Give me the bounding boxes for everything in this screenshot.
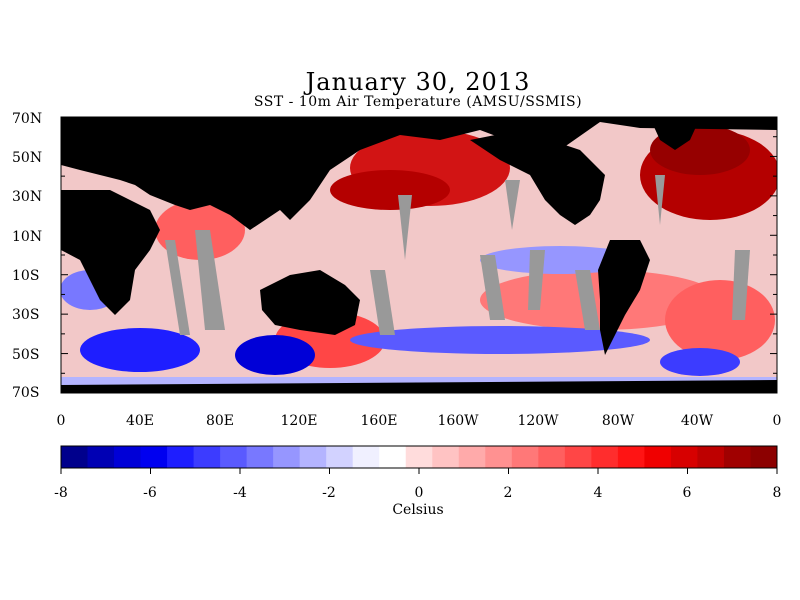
lat-label: 10N (12, 229, 43, 245)
land-eurasia (61, 117, 777, 230)
lon-label: 80E (205, 413, 235, 429)
colorbar-label: -8 (54, 485, 68, 501)
colorbar-swatch (87, 446, 115, 468)
colorbar-ticks (60, 468, 778, 474)
colorbar-swatch (432, 446, 460, 468)
colorbar-label: -6 (143, 485, 157, 501)
colorbar-label: 8 (772, 485, 782, 501)
land-north-america (470, 130, 605, 225)
colorbar (60, 445, 778, 469)
lat-label: 30S (12, 307, 40, 323)
lon-label: 160E (360, 413, 398, 429)
colorbar-swatch (564, 446, 592, 468)
lon-label: 120E (280, 413, 318, 429)
patch-north-pacific-warm-core (330, 170, 450, 210)
map-title: January 30, 2013 (305, 68, 531, 96)
colorbar-swatch (670, 446, 698, 468)
colorbar-label: 0 (414, 485, 424, 501)
lon-label: 40E (125, 413, 155, 429)
colorbar-swatch (167, 446, 195, 468)
colorbar-swatch (140, 446, 168, 468)
colorbar-swatch (193, 446, 221, 468)
map-subtitle: SST - 10m Air Temperature (AMSU/SSMIS) (253, 94, 583, 110)
gap-strip-9 (655, 175, 665, 225)
gap-strip-10 (732, 250, 750, 320)
lat-label: 50N (12, 150, 43, 166)
colorbar-swatch (299, 446, 327, 468)
lat-label: 10S (12, 268, 40, 284)
gap-strip-4 (398, 195, 412, 260)
gap-strip-5 (505, 180, 520, 230)
lon-label: 40W (680, 413, 714, 429)
colorbar-swatch (511, 446, 539, 468)
lon-label: 80W (601, 413, 635, 429)
colorbar-swatch (246, 446, 274, 468)
lon-label: 160W (437, 413, 479, 429)
patch-drake-cold (660, 348, 740, 376)
no-data-gaps (165, 175, 750, 335)
land-africa (61, 190, 160, 315)
lon-label: 0 (56, 413, 66, 429)
anomaly-map (61, 117, 777, 393)
colorbar-swatch (326, 446, 354, 468)
gap-strip-6 (480, 255, 505, 320)
colorbar-swatch (697, 446, 725, 468)
colorbar-label: -2 (322, 485, 336, 501)
lat-label: 70S (12, 385, 40, 401)
lat-label: 50S (12, 347, 40, 363)
patch-south-atlantic-warm (665, 280, 775, 360)
colorbar-swatch (485, 446, 513, 468)
lat-label: 30N (12, 189, 43, 205)
colorbar-swatch (750, 446, 778, 468)
land-greenland (650, 118, 700, 150)
patch-southern-ocean-cold (350, 326, 650, 354)
colorbar-swatch (379, 446, 407, 468)
gap-strip-1 (165, 240, 190, 335)
colorbar-swatch (458, 446, 486, 468)
land-south-america (598, 240, 650, 355)
patch-south-indian-cold-core (235, 335, 315, 375)
colorbar-swatch (405, 446, 433, 468)
gap-strip-3 (370, 270, 395, 335)
colorbar-swatch (114, 446, 142, 468)
colorbar-swatch (273, 446, 301, 468)
land-antarctica (61, 380, 777, 393)
colorbar-swatch (591, 446, 619, 468)
colorbar-label: 4 (593, 485, 603, 501)
map-ticks (60, 116, 778, 394)
colorbar-swatch (644, 446, 672, 468)
colorbar-units: Celsius (392, 502, 444, 518)
land-masses (61, 117, 777, 393)
colorbar-label: -4 (233, 485, 247, 501)
gap-strip-8 (575, 270, 600, 330)
gap-strip-7 (528, 250, 545, 310)
patch-south-indian-cold (80, 328, 200, 372)
lon-label: 120W (517, 413, 559, 429)
colorbar-swatch (538, 446, 566, 468)
gap-strip-2 (195, 230, 225, 330)
colorbar-swatch (617, 446, 645, 468)
colorbar-swatch (352, 446, 380, 468)
lon-label: 0 (772, 413, 782, 429)
colorbar-label: 6 (682, 485, 692, 501)
land-australia (260, 270, 360, 335)
colorbar-swatch (61, 446, 89, 468)
lat-label: 70N (12, 111, 43, 127)
colorbar-swatch (220, 446, 248, 468)
colorbar-label: 2 (503, 485, 513, 501)
colorbar-swatch (723, 446, 751, 468)
